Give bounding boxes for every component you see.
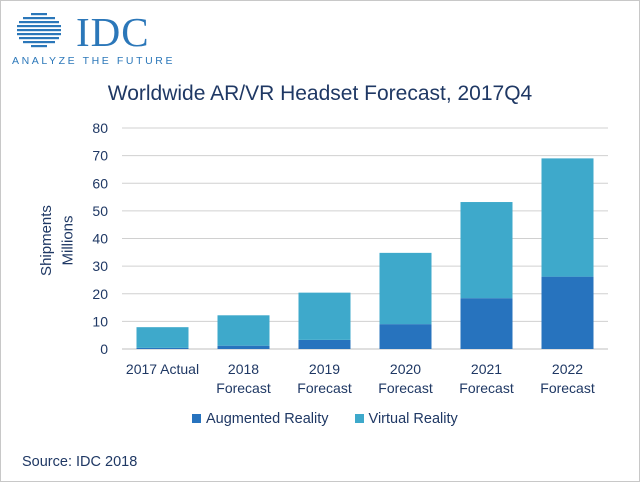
- x-tick-label: Forecast: [459, 380, 514, 396]
- y-tick-label: 30: [92, 258, 108, 274]
- legend-swatch-ar: [192, 414, 201, 423]
- bar-augmented-reality: [379, 324, 432, 349]
- legend-swatch-vr: [354, 414, 364, 423]
- y-tick-label: 10: [92, 313, 108, 329]
- bar-augmented-reality: [460, 298, 513, 349]
- x-tick-label: 2019: [309, 361, 340, 377]
- x-tick-label: Forecast: [216, 380, 271, 396]
- bar-augmented-reality: [298, 339, 351, 349]
- bar-augmented-reality: [217, 345, 270, 349]
- bar-virtual-reality: [379, 252, 432, 325]
- x-tick-label: 2020: [390, 361, 421, 377]
- bar-virtual-reality: [460, 202, 513, 299]
- chart-title: Worldwide AR/VR Headset Forecast, 2017Q4: [107, 82, 533, 105]
- legend-label-vr: Virtual Reality: [368, 411, 458, 427]
- logo-tagline: ANALYZE THE FUTURE: [12, 55, 176, 67]
- x-tick-label: Forecast: [297, 380, 352, 396]
- x-tick-label: 2018: [228, 361, 259, 377]
- y-tick-label: 70: [92, 148, 108, 164]
- source-note: Source: IDC 2018: [22, 454, 138, 470]
- idc-logo: IDC ANALYZE THE FUTURE: [12, 8, 176, 68]
- x-tick-label: Forecast: [540, 380, 595, 396]
- legend-label-ar: Augmented Reality: [206, 411, 329, 427]
- x-tick-label: Forecast: [378, 380, 433, 396]
- x-tick-label: 2022: [552, 361, 583, 377]
- globe-icon: [17, 13, 61, 48]
- bar-augmented-reality: [136, 347, 189, 349]
- bar-augmented-reality: [541, 276, 594, 349]
- bar-virtual-reality: [541, 158, 594, 277]
- bar-virtual-reality: [298, 292, 351, 340]
- legend: Augmented Reality Virtual Reality: [192, 411, 480, 427]
- y-tick-label: 80: [92, 120, 108, 136]
- x-tick-label: 2021: [471, 361, 502, 377]
- y-tick-label: 20: [92, 286, 108, 302]
- y-tick-label: 40: [92, 231, 108, 247]
- legend-item-vr: Virtual Reality: [354, 411, 458, 427]
- y-tick-label: 50: [92, 203, 108, 219]
- bar-virtual-reality: [136, 327, 189, 348]
- logo-wordmark: IDC: [76, 9, 150, 55]
- legend-item-ar: Augmented Reality: [192, 411, 329, 427]
- bar-virtual-reality: [217, 315, 270, 346]
- y-tick-label: 0: [100, 341, 108, 357]
- y-tick-label: 60: [92, 175, 108, 191]
- x-tick-label: 2017 Actual: [126, 361, 199, 377]
